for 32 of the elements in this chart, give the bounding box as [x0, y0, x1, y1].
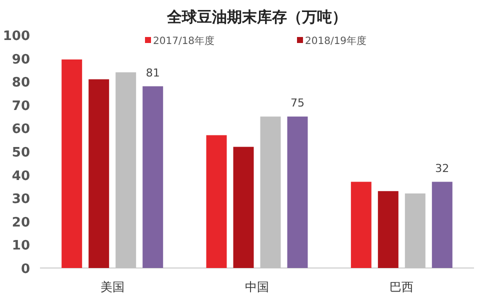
y-tick-label: 100 — [2, 29, 30, 44]
bar — [287, 116, 308, 268]
bar — [88, 79, 110, 268]
y-tick-label: 20 — [12, 215, 30, 230]
bar — [378, 191, 398, 268]
y-tick-label: 50 — [12, 146, 30, 160]
chart-title: 全球豆油期末库存（万吨） — [166, 8, 347, 26]
y-tick-label: 60 — [12, 122, 30, 138]
y-tick-label: 40 — [12, 168, 30, 184]
bar — [142, 86, 164, 268]
y-tick-label: 90 — [12, 52, 30, 68]
y-tick-label: 30 — [12, 192, 30, 208]
legend-label: 2018/19年度 — [305, 35, 367, 47]
bar — [206, 135, 227, 268]
bar — [260, 116, 281, 268]
annotation: 75 — [290, 96, 304, 110]
bar — [62, 59, 82, 268]
annotation: 32 — [435, 162, 450, 175]
bar — [116, 72, 136, 268]
annotation: 81 — [146, 66, 160, 80]
y-tick-label: 70 — [12, 98, 30, 114]
legend-label: 2017/18年度 — [153, 35, 215, 47]
x-tick-label: 中国 — [245, 280, 269, 294]
bar — [233, 146, 254, 268]
bar — [350, 182, 372, 268]
x-tick-label: 巴西 — [390, 280, 414, 294]
y-tick-label: 80 — [12, 76, 30, 91]
y-tick-label: 0 — [20, 262, 30, 277]
bar — [404, 193, 426, 268]
y-tick-label: 10 — [12, 238, 30, 254]
x-tick-label: 美国 — [100, 280, 124, 294]
bar — [432, 182, 452, 268]
